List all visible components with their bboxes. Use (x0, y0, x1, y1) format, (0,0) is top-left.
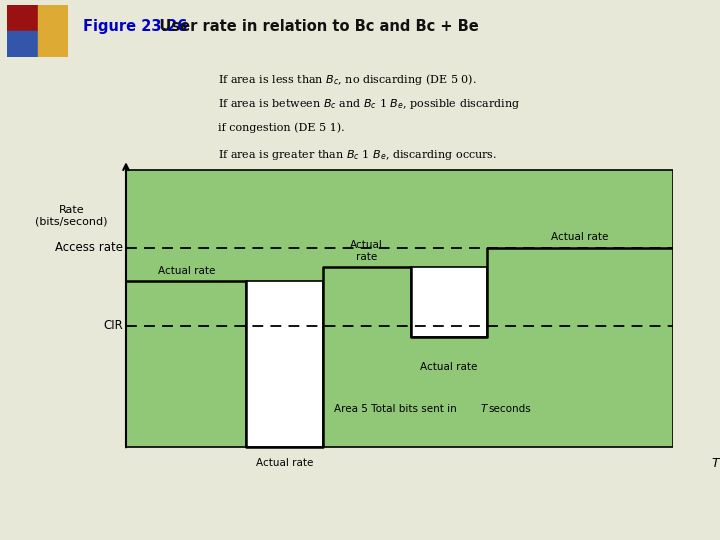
Text: Figure 23.26: Figure 23.26 (83, 19, 187, 34)
Text: T: T (711, 457, 719, 470)
Bar (38, 5, 68, 57)
Text: Rate
(bits/second): Rate (bits/second) (35, 205, 107, 227)
Text: CIR: CIR (104, 319, 123, 332)
Text: seconds: seconds (489, 404, 531, 414)
Text: User rate in relation to Bc and Bc + Be: User rate in relation to Bc and Bc + Be (144, 19, 479, 34)
Text: Access rate: Access rate (55, 241, 123, 254)
Text: T: T (480, 404, 487, 414)
Text: Area 5 Total bits sent in: Area 5 Total bits sent in (334, 404, 460, 414)
Text: Actual rate: Actual rate (420, 361, 477, 372)
Text: Actual rate: Actual rate (552, 232, 609, 242)
Text: Actual
rate: Actual rate (351, 240, 383, 262)
Text: Actual rate: Actual rate (158, 266, 215, 276)
Bar (246, 281, 323, 447)
Text: Actual rate: Actual rate (256, 458, 313, 468)
Bar (410, 267, 487, 336)
Text: If area is between $B_c$ and $B_c$ 1 $B_e$, possible discarding: If area is between $B_c$ and $B_c$ 1 $B_… (218, 97, 521, 111)
Bar (7, 31, 38, 57)
Text: If area is less than $B_c$, no discarding (DE 5 0).: If area is less than $B_c$, no discardin… (218, 72, 477, 87)
Text: if congestion (DE 5 1).: if congestion (DE 5 1). (218, 123, 345, 133)
Text: If area is greater than $B_c$ 1 $B_e$, discarding occurs.: If area is greater than $B_c$ 1 $B_e$, d… (218, 148, 498, 162)
Bar (126, 171, 673, 447)
Bar (7, 5, 38, 31)
